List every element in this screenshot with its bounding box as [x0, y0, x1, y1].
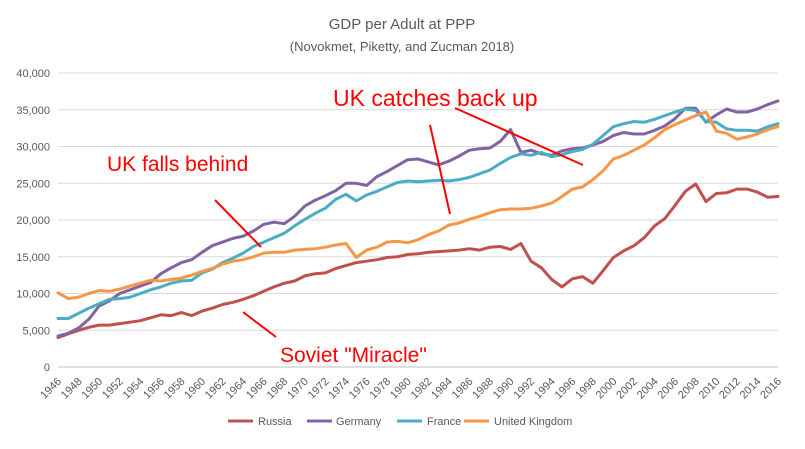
- legend-label: Russia: [258, 416, 293, 428]
- annotation-arrow: [429, 124, 451, 215]
- annotation-label: UK catches back up: [333, 85, 538, 111]
- x-axis-ticks: 1946194819501952195419561958196019621964…: [38, 376, 784, 402]
- y-tick-label: 5,000: [22, 325, 50, 337]
- x-tick-label: 2010: [697, 376, 723, 402]
- series-lines: [56, 99, 780, 340]
- gridlines: [58, 72, 778, 368]
- x-tick-label: 1996: [553, 376, 579, 402]
- legend-label: France: [427, 416, 461, 428]
- series-line-germany: [56, 99, 780, 338]
- x-tick-label: 1986: [450, 376, 476, 402]
- x-tick-label: 2006: [655, 376, 681, 402]
- y-tick-label: 30,000: [16, 142, 50, 154]
- x-tick-label: 1988: [470, 376, 496, 402]
- annotation-label: UK falls behind: [107, 153, 248, 176]
- x-tick-label: 1962: [203, 376, 229, 402]
- y-tick-label: 10,000: [16, 289, 50, 301]
- y-tick-label: 40,000: [16, 68, 50, 80]
- x-tick-label: 2008: [676, 376, 702, 402]
- chart-subtitle: (Novokmet, Piketty, and Zucman 2018): [290, 39, 514, 54]
- x-tick-label: 1974: [326, 376, 352, 402]
- x-tick-label: 1980: [388, 376, 414, 402]
- x-tick-label: 1950: [79, 376, 105, 402]
- x-tick-label: 1948: [59, 376, 85, 402]
- x-tick-label: 2002: [614, 376, 640, 402]
- x-tick-label: 1958: [162, 376, 188, 402]
- x-tick-label: 1970: [285, 376, 311, 402]
- annotation-arrow: [242, 311, 277, 338]
- x-tick-label: 1992: [511, 376, 537, 402]
- x-tick-label: 1984: [429, 376, 455, 402]
- x-tick-label: 2016: [758, 376, 784, 402]
- x-tick-label: 1954: [121, 376, 147, 402]
- annotation-label: Soviet "Miracle": [280, 344, 427, 367]
- x-tick-label: 1972: [306, 376, 332, 402]
- legend: Russia Germany France United Kingdom: [228, 416, 572, 428]
- x-tick-label: 1994: [532, 376, 558, 402]
- chart-title: GDP per Adult at PPP: [329, 16, 475, 33]
- x-tick-label: 2012: [717, 376, 743, 402]
- x-tick-label: 1990: [491, 376, 517, 402]
- y-tick-label: 15,000: [16, 252, 50, 264]
- x-tick-label: 1960: [182, 376, 208, 402]
- x-tick-label: 1982: [409, 376, 435, 402]
- series-line-russia: [56, 182, 780, 340]
- x-tick-label: 2000: [594, 376, 620, 402]
- annotation-arrow: [214, 199, 262, 248]
- legend-label: United Kingdom: [494, 416, 572, 428]
- x-tick-label: 1952: [100, 376, 126, 402]
- y-tick-label: 25,000: [16, 178, 50, 190]
- y-axis-ticks: 0 5,000 10,000 15,000 20,000 25,000 30,000 35,0…: [16, 68, 50, 374]
- series-line-united-kingdom: [56, 110, 780, 301]
- x-tick-label: 1976: [347, 376, 373, 402]
- x-tick-label: 1968: [265, 376, 291, 402]
- x-tick-label: 1946: [38, 376, 64, 402]
- series-line-france: [56, 107, 780, 320]
- x-tick-label: 1978: [367, 376, 393, 402]
- y-tick-label: 35,000: [16, 105, 50, 117]
- annotations: UK catches back up UK falls behind Soviet …: [107, 85, 584, 367]
- y-tick-label: 0: [44, 362, 50, 374]
- x-tick-label: 1964: [223, 376, 249, 402]
- x-tick-label: 1956: [141, 376, 167, 402]
- x-tick-label: 1998: [573, 376, 599, 402]
- x-tick-label: 2004: [635, 376, 661, 402]
- legend-label: Germany: [336, 416, 382, 428]
- x-tick-label: 1966: [244, 376, 270, 402]
- x-tick-label: 2014: [738, 376, 764, 402]
- y-tick-label: 20,000: [16, 215, 50, 227]
- annotation-arrow: [454, 107, 584, 166]
